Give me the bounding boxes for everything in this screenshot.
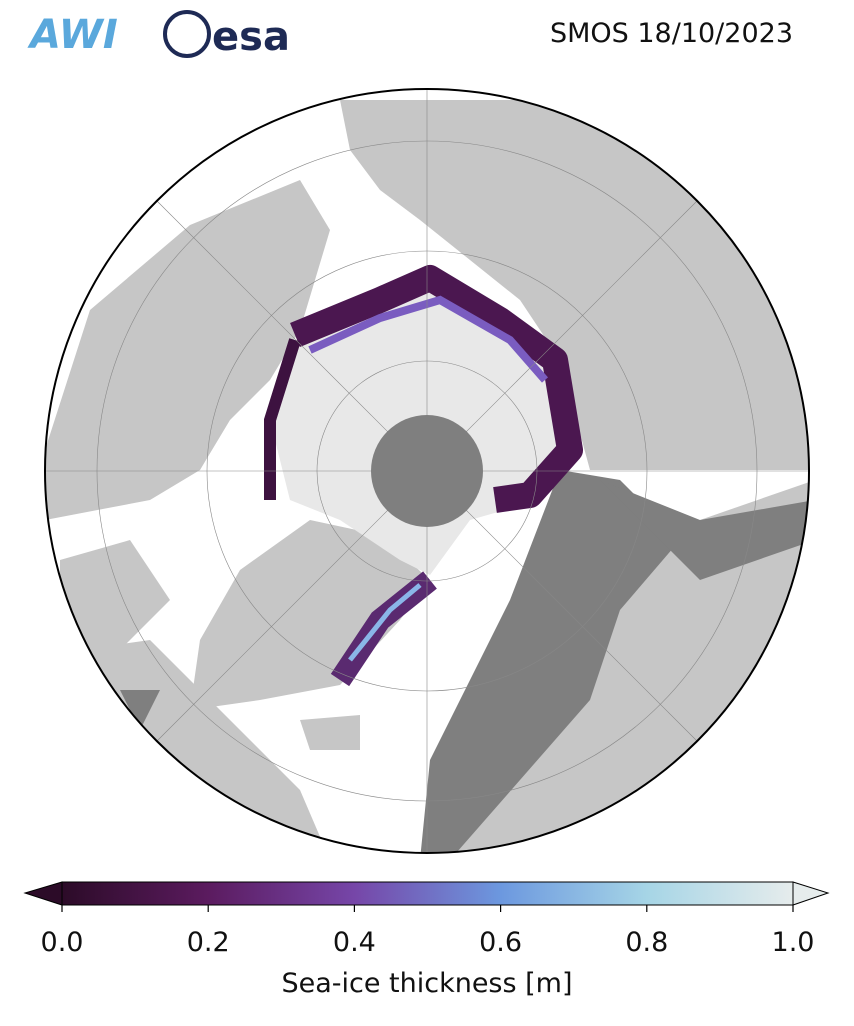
colorbar-extend-high (792, 881, 830, 906)
colorbar-tick-label: 0.0 (41, 927, 84, 958)
map-border (44, 88, 810, 854)
colorbar-tick-label: 0.2 (187, 927, 230, 958)
esa-logo-mark (163, 10, 211, 58)
colorbar-tick-label: 1.0 (772, 927, 815, 958)
colorbar (23, 881, 830, 912)
land-dark (120, 470, 809, 853)
colorbar-tick-label: 0.6 (479, 927, 522, 958)
map (45, 89, 809, 853)
awi-logo: AWI (27, 12, 118, 58)
map-title: SMOS 18/10/2023 (550, 18, 793, 49)
thin-ice-band (290, 265, 583, 513)
ice-band-greenland-inner (348, 583, 422, 662)
pole-hole (371, 415, 483, 527)
colorbar-tick-label: 0.8 (625, 927, 668, 958)
colorbar-tick-label: 0.4 (333, 927, 376, 958)
thin-ice-band-west (264, 338, 301, 500)
esa-logo: esa (212, 14, 290, 60)
colorbar-label: Sea-ice thickness [m] (281, 968, 572, 999)
colorbar-extend-low (23, 881, 63, 906)
land (45, 100, 809, 853)
colorbar-gradient (61, 881, 794, 906)
ice-band-inner (308, 295, 549, 383)
